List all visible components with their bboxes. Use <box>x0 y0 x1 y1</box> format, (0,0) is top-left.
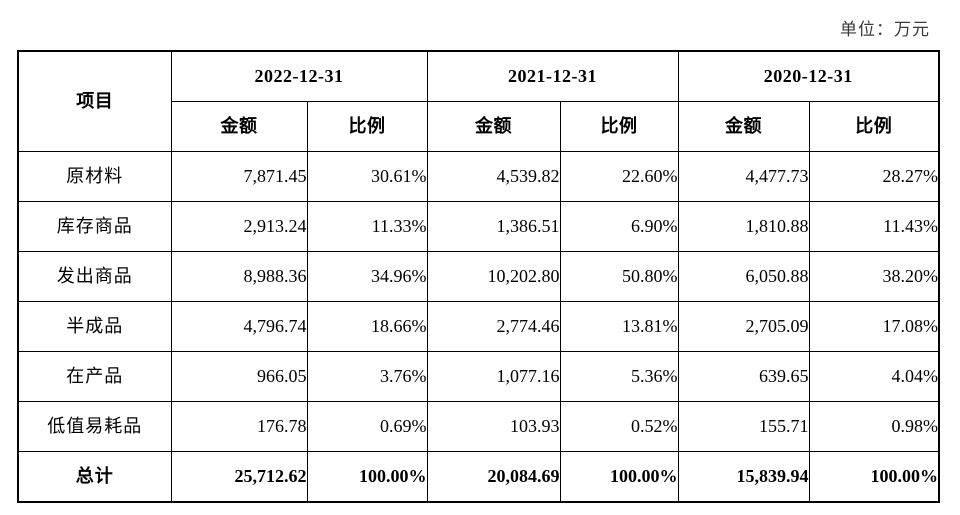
table-row-total: 总计 25,712.62 100.00% 20,084.69 100.00% 1… <box>17 451 940 503</box>
ratio-cell: 50.80% <box>559 251 679 302</box>
amount-cell: 176.78 <box>170 401 308 452</box>
ratio-cell: 4.04% <box>808 351 940 402</box>
ratio-cell: 0.98% <box>808 401 940 452</box>
ratio-cell: 22.60% <box>559 151 679 202</box>
item-cell: 总计 <box>17 451 172 503</box>
ratio-cell: 18.66% <box>306 301 428 352</box>
ratio-cell: 13.81% <box>559 301 679 352</box>
item-cell: 半成品 <box>17 301 172 352</box>
amount-cell: 1,077.16 <box>426 351 561 402</box>
item-cell: 库存商品 <box>17 201 172 252</box>
amount-cell: 15,839.94 <box>677 451 810 503</box>
ratio-cell: 0.52% <box>559 401 679 452</box>
amount-header-2021: 金额 <box>426 101 561 152</box>
ratio-cell: 11.33% <box>306 201 428 252</box>
header-row-periods: 项目 2022-12-31 2021-12-31 2020-12-31 <box>17 50 940 152</box>
amount-cell: 2,705.09 <box>677 301 810 352</box>
amount-cell: 639.65 <box>677 351 810 402</box>
amount-cell: 2,913.24 <box>170 201 308 252</box>
amount-cell: 1,386.51 <box>426 201 561 252</box>
unit-note: 单位：万元 <box>840 20 930 39</box>
amount-cell: 966.05 <box>170 351 308 402</box>
amount-header-2020: 金额 <box>677 101 810 152</box>
item-cell: 原材料 <box>17 151 172 202</box>
ratio-cell: 34.96% <box>306 251 428 302</box>
period-header-2022: 2022-12-31 <box>170 50 428 102</box>
amount-cell: 10,202.80 <box>426 251 561 302</box>
item-cell: 发出商品 <box>17 251 172 302</box>
amount-cell: 155.71 <box>677 401 810 452</box>
amount-cell: 6,050.88 <box>677 251 810 302</box>
ratio-header-2022: 比例 <box>306 101 428 152</box>
amount-cell: 2,774.46 <box>426 301 561 352</box>
amount-cell: 7,871.45 <box>170 151 308 202</box>
table-row-raw-materials: 原材料 7,871.45 30.61% 4,539.82 22.60% 4,47… <box>17 151 940 202</box>
table-row-stock-goods: 库存商品 2,913.24 11.33% 1,386.51 6.90% 1,81… <box>17 201 940 252</box>
ratio-cell: 38.20% <box>808 251 940 302</box>
amount-cell: 8,988.36 <box>170 251 308 302</box>
ratio-cell: 100.00% <box>808 451 940 503</box>
table-row-low-value-consumables: 低值易耗品 176.78 0.69% 103.93 0.52% 155.71 0… <box>17 401 940 452</box>
item-cell: 在产品 <box>17 351 172 402</box>
ratio-header-2021: 比例 <box>559 101 679 152</box>
ratio-cell: 100.00% <box>306 451 428 503</box>
ratio-cell: 17.08% <box>808 301 940 352</box>
amount-cell: 1,810.88 <box>677 201 810 252</box>
ratio-cell: 28.27% <box>808 151 940 202</box>
amount-header-2022: 金额 <box>170 101 308 152</box>
ratio-cell: 5.36% <box>559 351 679 402</box>
ratio-header-2020: 比例 <box>808 101 940 152</box>
item-header: 项目 <box>17 50 172 152</box>
ratio-cell: 3.76% <box>306 351 428 402</box>
amount-cell: 4,796.74 <box>170 301 308 352</box>
ratio-cell: 100.00% <box>559 451 679 503</box>
inventory-composition-table: 项目 2022-12-31 2021-12-31 2020-12-31 金额 比… <box>17 50 940 503</box>
header-row-subcolumns: 金额 比例 金额 比例 金额 比例 <box>18 101 940 152</box>
amount-cell: 25,712.62 <box>170 451 308 503</box>
amount-cell: 103.93 <box>426 401 561 452</box>
ratio-cell: 6.90% <box>559 201 679 252</box>
item-cell: 低值易耗品 <box>17 401 172 452</box>
table-row-shipped-goods: 发出商品 8,988.36 34.96% 10,202.80 50.80% 6,… <box>17 251 940 302</box>
amount-cell: 4,539.82 <box>426 151 561 202</box>
table-row-semi-finished: 半成品 4,796.74 18.66% 2,774.46 13.81% 2,70… <box>17 301 940 352</box>
ratio-cell: 11.43% <box>808 201 940 252</box>
period-header-2020: 2020-12-31 <box>677 50 940 102</box>
period-header-2021: 2021-12-31 <box>426 50 679 102</box>
amount-cell: 20,084.69 <box>426 451 561 503</box>
ratio-cell: 0.69% <box>306 401 428 452</box>
ratio-cell: 30.61% <box>306 151 428 202</box>
amount-cell: 4,477.73 <box>677 151 810 202</box>
table-row-work-in-progress: 在产品 966.05 3.76% 1,077.16 5.36% 639.65 4… <box>17 351 940 402</box>
